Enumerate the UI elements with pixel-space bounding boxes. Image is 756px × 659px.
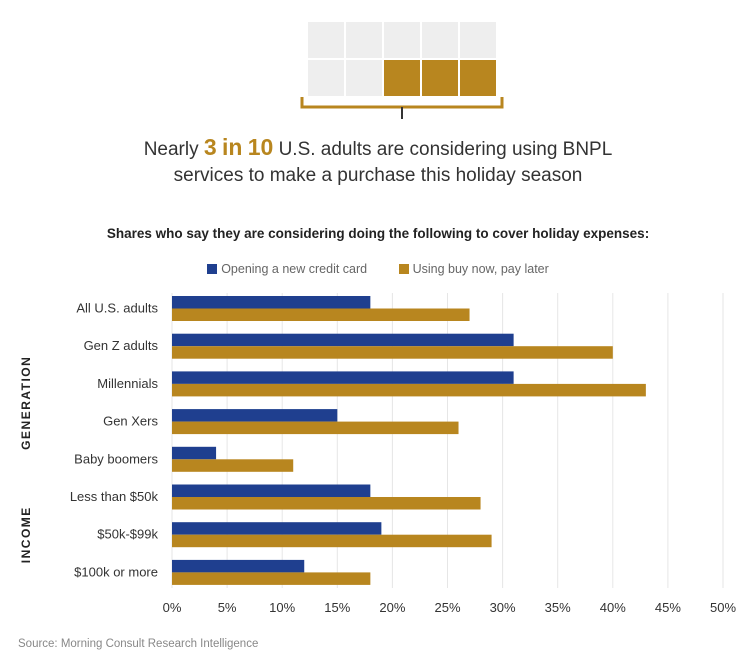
legend-label-credit-card: Opening a new credit card xyxy=(221,262,368,276)
bar-bnpl xyxy=(172,497,481,510)
source-note: Source: Morning Consult Research Intelli… xyxy=(18,638,259,650)
bar-credit-card xyxy=(172,371,514,384)
legend-item-credit-card: Opening a new credit card xyxy=(207,262,367,276)
grid-cell xyxy=(308,22,344,58)
bar-chart: 0% 5% 10% 15% 20% 25% 30% 35% 40% 45% 50% All U.S. … xyxy=(19,293,736,615)
bar-bnpl xyxy=(172,346,613,359)
category-label: Gen Xers xyxy=(103,414,158,429)
x-tick-label: 20% xyxy=(379,600,405,615)
x-tick-label: 5% xyxy=(218,600,237,615)
x-tick-label: 0% xyxy=(163,600,182,615)
x-tick-label: 10% xyxy=(269,600,295,615)
headline-rest: U.S. adults are considering using BNPL s… xyxy=(173,139,613,186)
grid-cell xyxy=(384,22,420,58)
bar-credit-card xyxy=(172,296,371,309)
grid-cell xyxy=(384,60,420,96)
bar-credit-card xyxy=(172,522,382,535)
grid-cell xyxy=(308,60,344,96)
bar-credit-card xyxy=(172,559,305,573)
x-tick-label: 25% xyxy=(434,600,460,615)
x-tick-label: 50% xyxy=(710,600,736,615)
grid-cell xyxy=(346,22,382,58)
group-label-generation: GENERATION xyxy=(19,356,33,450)
x-tick-label: 45% xyxy=(655,600,681,615)
bar-credit-card xyxy=(172,333,514,347)
legend-label-bnpl: Using buy now, pay later xyxy=(412,262,549,276)
bar-bnpl xyxy=(172,383,646,397)
grid-cell xyxy=(422,22,458,58)
category-label: Baby boomers xyxy=(74,451,158,466)
category-label: Millennials xyxy=(97,376,158,391)
category-label: $100k or more xyxy=(74,564,158,579)
category-label: Less than $50k xyxy=(70,489,159,504)
x-tick-label: 15% xyxy=(324,600,350,615)
headline: Nearly 3 in 10 U.S. adults are consideri… xyxy=(140,134,616,189)
headline-lead: Nearly xyxy=(143,139,199,160)
bar-credit-card xyxy=(172,409,338,422)
bracket-icon xyxy=(300,97,504,119)
bar-bnpl xyxy=(172,459,294,472)
group-label-income: INCOME xyxy=(19,506,33,563)
bar-bnpl xyxy=(172,308,470,321)
bar-bnpl xyxy=(172,534,492,548)
legend-swatch-credit-card xyxy=(207,264,218,274)
category-label: Gen Z adults xyxy=(84,338,159,353)
bar-credit-card xyxy=(172,484,371,497)
grid-cell xyxy=(460,60,496,96)
x-tick-label: 35% xyxy=(545,600,571,615)
category-label: All U.S. adults xyxy=(76,301,158,316)
grid-cell xyxy=(460,22,496,58)
x-tick-label: 30% xyxy=(490,600,516,615)
legend-item-bnpl: Using buy now, pay later xyxy=(398,262,549,276)
chart-title: Shares who say they are considering doin… xyxy=(106,226,650,241)
headline-number-10: 10 xyxy=(247,134,274,160)
category-label: $50k-$99k xyxy=(97,527,158,542)
bar-bnpl xyxy=(172,421,459,435)
headline-in: in xyxy=(221,134,243,160)
grid-cell xyxy=(346,60,382,96)
x-tick-label: 40% xyxy=(600,600,626,615)
chart-legend: Opening a new credit card Using buy now,… xyxy=(0,262,756,276)
bar-bnpl xyxy=(172,572,371,585)
grid-cell xyxy=(422,60,458,96)
headline-number-3: 3 xyxy=(203,134,217,160)
bar-credit-card xyxy=(172,446,217,460)
legend-swatch-bnpl xyxy=(398,264,409,274)
